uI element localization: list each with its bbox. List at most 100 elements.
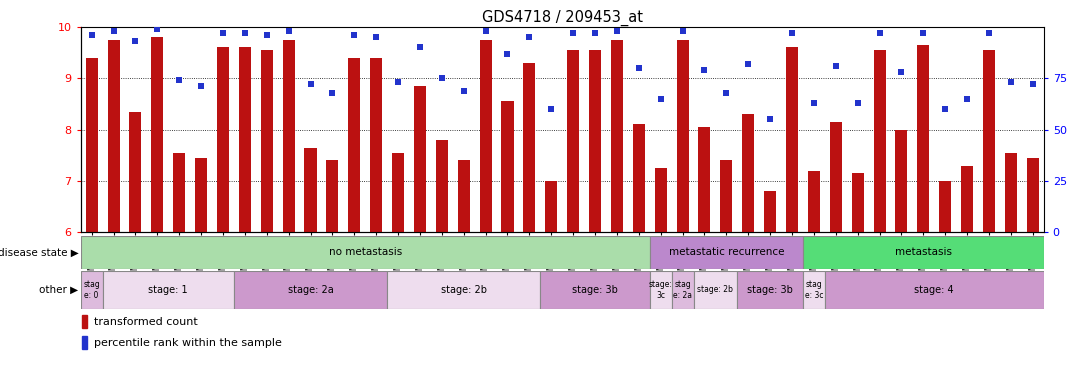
Bar (852, 173, 864, 232)
Point (258, 32, 275, 38)
Bar (785, 47, 798, 232)
Bar (83, 315, 87, 328)
Point (477, 28, 494, 34)
Bar (830, 122, 841, 232)
Bar (654, 168, 667, 232)
Bar (457, 161, 470, 232)
Text: no metastasis: no metastasis (328, 247, 401, 258)
Point (696, 67, 713, 73)
Bar (918, 45, 930, 232)
Bar (1027, 158, 1038, 232)
Bar (803, 236, 1044, 269)
Point (411, 44, 428, 50)
Bar (737, 271, 803, 309)
Text: metastatic recurrence: metastatic recurrence (668, 247, 784, 258)
Text: metastasis: metastasis (895, 247, 952, 258)
Bar (392, 153, 405, 232)
Text: stage: 4: stage: 4 (915, 285, 954, 295)
Point (565, 30, 582, 36)
Point (127, 38, 144, 44)
Bar (983, 50, 995, 232)
Bar (764, 191, 776, 232)
Bar (650, 271, 671, 309)
Point (455, 88, 472, 94)
Bar (1005, 153, 1017, 232)
Bar (720, 161, 733, 232)
Bar (939, 181, 951, 232)
Text: stage: 1: stage: 1 (148, 285, 188, 295)
Point (193, 83, 210, 89)
Bar (480, 40, 492, 232)
Bar (874, 50, 886, 232)
Bar (349, 58, 360, 232)
Text: percentile rank within the sample: percentile rank within the sample (95, 338, 282, 348)
Point (171, 77, 188, 83)
Point (959, 96, 976, 102)
Bar (173, 153, 185, 232)
Point (302, 81, 320, 88)
Bar (305, 147, 316, 232)
Bar (83, 336, 87, 349)
Bar (698, 127, 710, 232)
Bar (742, 114, 754, 232)
Point (980, 30, 997, 36)
Text: stage:
3c: stage: 3c (649, 280, 672, 300)
Bar (808, 170, 820, 232)
Text: stage: 2b: stage: 2b (441, 285, 486, 295)
Text: transformed count: transformed count (95, 316, 198, 327)
Point (542, 106, 560, 112)
Point (1024, 81, 1042, 88)
Text: stage: 2b: stage: 2b (697, 285, 734, 295)
Point (434, 75, 451, 81)
Bar (825, 271, 1044, 309)
Point (608, 28, 625, 34)
Bar (633, 124, 645, 232)
Bar (414, 86, 426, 232)
Point (674, 28, 691, 34)
Point (499, 51, 516, 57)
Text: stage: 3b: stage: 3b (747, 285, 793, 295)
Point (214, 30, 231, 36)
Bar (129, 112, 141, 232)
Bar (195, 158, 207, 232)
Bar (895, 130, 907, 232)
Point (280, 28, 297, 34)
Bar (436, 140, 448, 232)
Bar (546, 181, 557, 232)
Bar (387, 271, 540, 309)
Bar (152, 37, 164, 232)
Point (148, 26, 166, 32)
Bar (217, 47, 229, 232)
Point (718, 89, 735, 96)
Bar (567, 50, 579, 232)
Point (237, 30, 254, 36)
Point (390, 79, 407, 85)
Point (345, 32, 363, 38)
Bar (326, 161, 339, 232)
Text: stage: 3b: stage: 3b (572, 285, 618, 295)
Point (783, 30, 801, 36)
Bar (239, 47, 251, 232)
Point (739, 61, 756, 67)
Bar (81, 236, 650, 269)
Bar (102, 271, 233, 309)
Text: stage: 2a: stage: 2a (287, 285, 334, 295)
Point (1002, 79, 1019, 85)
Point (893, 69, 910, 75)
Bar (671, 271, 694, 309)
Bar (611, 40, 623, 232)
Point (324, 89, 341, 96)
Bar (540, 271, 650, 309)
Bar (650, 236, 803, 269)
Bar (233, 271, 387, 309)
Point (368, 34, 385, 40)
Point (805, 100, 822, 106)
Bar (677, 40, 689, 232)
Bar (694, 271, 737, 309)
Bar (370, 58, 382, 232)
Point (915, 30, 932, 36)
Bar (523, 63, 536, 232)
Point (849, 100, 866, 106)
Bar (501, 101, 513, 232)
Text: stag
e: 3c: stag e: 3c (805, 280, 823, 300)
